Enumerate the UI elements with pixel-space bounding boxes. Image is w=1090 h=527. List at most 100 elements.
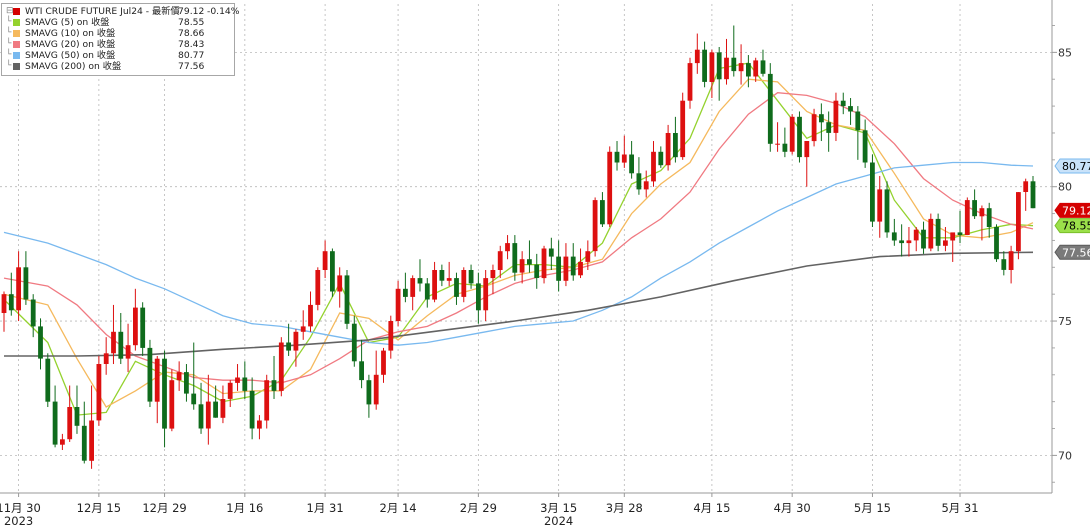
value-tag bbox=[1054, 218, 1090, 234]
candle-body bbox=[870, 162, 875, 222]
tree-branch-icon: └ bbox=[6, 39, 12, 49]
candle-body bbox=[935, 218, 941, 246]
legend-series-name: SMAVG (20) on 收盤 bbox=[25, 39, 116, 50]
candle-body bbox=[767, 73, 773, 144]
tree-branch-icon: └ bbox=[6, 17, 12, 27]
candle-body bbox=[191, 393, 197, 405]
candle-body bbox=[205, 401, 211, 429]
candle-body bbox=[235, 377, 240, 383]
value-tag-label: 78.55 bbox=[1062, 220, 1090, 233]
candle-body bbox=[366, 380, 372, 405]
candle-body bbox=[891, 232, 897, 241]
legend-series-name: WTI CRUDE FUTURE Jul24 - 最新價 bbox=[25, 6, 180, 17]
legend-row[interactable]: └ SMAVG (20) on 收盤 78.43 bbox=[6, 39, 230, 50]
candle-body bbox=[570, 256, 576, 276]
candle-body bbox=[797, 116, 802, 158]
legend-row[interactable]: └ SMAVG (200) on 收盤 77.56 bbox=[6, 61, 230, 72]
candle-body bbox=[81, 425, 87, 461]
x-tick-label: 5月 31 bbox=[941, 501, 978, 515]
x-tick-label: 12月 15 bbox=[77, 501, 121, 515]
candle-body bbox=[972, 200, 977, 217]
candle-body bbox=[906, 240, 912, 244]
candle-body bbox=[840, 100, 846, 107]
legend-row[interactable]: ⊟ WTI CRUDE FUTURE Jul24 - 最新價 79.12 -0.14% bbox=[6, 6, 240, 17]
candle-body bbox=[578, 261, 583, 276]
candle-body bbox=[753, 60, 759, 77]
legend-row[interactable]: └ SMAVG (10) on 收盤 78.66 bbox=[6, 28, 230, 39]
x-tick-label: 12月 29 bbox=[142, 501, 186, 515]
candle-body bbox=[760, 60, 766, 74]
tree-collapse-icon: ⊟ bbox=[6, 6, 14, 16]
candle-body bbox=[315, 270, 321, 305]
candle-body bbox=[344, 275, 350, 324]
candle-body bbox=[293, 331, 299, 351]
candle-body bbox=[943, 240, 948, 246]
candle-body bbox=[614, 151, 620, 163]
candle-body bbox=[359, 361, 364, 381]
candle-body bbox=[651, 151, 656, 182]
candle-body bbox=[308, 304, 313, 327]
candle-body bbox=[848, 106, 853, 112]
candle-body bbox=[286, 342, 291, 351]
candle-body bbox=[950, 232, 956, 241]
candle-body bbox=[162, 358, 167, 429]
candle-body bbox=[476, 283, 481, 311]
legend-value: 77.56 bbox=[178, 61, 205, 72]
y-tick-label: 75 bbox=[1058, 315, 1072, 328]
candle-body bbox=[1023, 181, 1029, 192]
ma-line-50 bbox=[3, 161, 1034, 346]
candle-body bbox=[716, 52, 722, 80]
legend-row[interactable]: └ SMAVG (50) on 收盤 80.77 bbox=[6, 50, 230, 61]
candle-body bbox=[826, 122, 832, 133]
candle-body bbox=[30, 299, 36, 327]
legend-series-name: SMAVG (5) on 收盤 bbox=[25, 17, 110, 28]
x-tick-label: 11月 30 bbox=[0, 501, 41, 515]
candle-body bbox=[921, 229, 926, 249]
x-tick-label: 4月 30 bbox=[774, 501, 811, 515]
candle-body bbox=[819, 114, 824, 123]
candle-body bbox=[979, 208, 985, 217]
candle-body bbox=[512, 243, 518, 273]
candle-body bbox=[724, 57, 729, 80]
candle-body bbox=[278, 342, 284, 391]
value-tag bbox=[1054, 158, 1090, 174]
candle-body bbox=[249, 390, 255, 429]
candle-body bbox=[621, 154, 627, 163]
legend-row[interactable]: └ SMAVG (5) on 收盤 78.55 bbox=[6, 17, 230, 28]
legend-swatch bbox=[13, 19, 20, 26]
y-tick-label: 85 bbox=[1058, 46, 1072, 59]
x-tick-label: 1月 16 bbox=[226, 501, 263, 515]
legend-swatch bbox=[13, 52, 20, 59]
candle-body bbox=[964, 200, 970, 235]
candle-body bbox=[855, 111, 861, 131]
tree-branch-icon: └ bbox=[6, 61, 12, 71]
candle-body bbox=[986, 208, 992, 227]
x-tick-label: 2月 14 bbox=[380, 501, 417, 515]
candle-body bbox=[373, 374, 379, 405]
candle-body bbox=[300, 326, 306, 332]
candle-body bbox=[8, 294, 14, 311]
candle-body bbox=[446, 278, 452, 281]
legend-value: 78.55 bbox=[178, 17, 205, 28]
legend[interactable]: ⊟ WTI CRUDE FUTURE Jul24 - 最新價 79.12 -0.14%… bbox=[1, 3, 240, 76]
legend-swatch bbox=[13, 41, 20, 48]
candle-body bbox=[351, 323, 357, 362]
candle-body bbox=[746, 63, 751, 77]
candle-body bbox=[1030, 181, 1036, 209]
value-tag-label: 79.12 bbox=[1062, 204, 1090, 217]
y-tick-label: 80 bbox=[1058, 181, 1072, 194]
candle-body bbox=[133, 307, 138, 346]
value-tags: 80.77 79.12 78.55 77.56 bbox=[1054, 158, 1090, 260]
ma-line-20 bbox=[3, 92, 1034, 384]
candle-body bbox=[103, 353, 109, 364]
candle-body bbox=[862, 130, 868, 163]
candle-body bbox=[169, 380, 175, 429]
candle-body bbox=[147, 347, 153, 402]
candle-body bbox=[913, 229, 919, 241]
candle-body bbox=[60, 439, 65, 445]
candle-body bbox=[694, 49, 700, 64]
candle-body bbox=[417, 278, 423, 284]
legend-value: 80.77 bbox=[178, 50, 205, 61]
